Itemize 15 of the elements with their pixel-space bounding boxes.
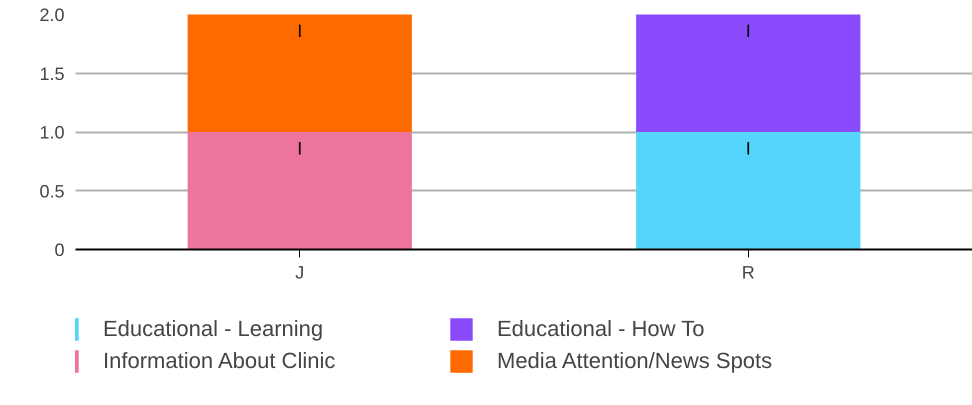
y-tick-label: 2.0 <box>39 5 65 25</box>
y-tick-label: 0.5 <box>39 181 65 202</box>
x-tick-label: R <box>742 262 755 282</box>
legend-label: Information About Clinic <box>103 348 336 374</box>
x-tick-label: J <box>295 262 304 282</box>
y-tick-label: 0 <box>54 240 65 260</box>
data-label: I <box>297 138 302 158</box>
legend-label: Media Attention/News Spots <box>497 348 774 374</box>
legend-label: Educational - Learning <box>103 316 324 342</box>
y-tick-label: 1.5 <box>39 64 65 84</box>
data-label: I <box>746 20 751 41</box>
data-label: I <box>297 20 302 41</box>
y-tick-label: 1.0 <box>39 122 65 142</box>
data-label: I <box>746 138 751 158</box>
legend-label: Educational - How To <box>497 316 706 342</box>
